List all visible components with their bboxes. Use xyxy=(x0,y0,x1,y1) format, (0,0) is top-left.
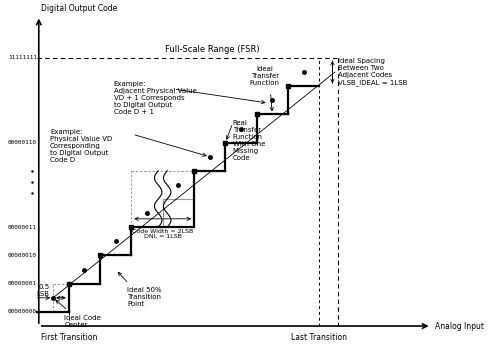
Text: 00000010: 00000010 xyxy=(8,253,37,258)
Text: Example:
Physical Value VD
Corresponding
to Digital Output
Code D: Example: Physical Value VD Corresponding… xyxy=(50,129,112,162)
Text: Ideal 50%
Transition
Point: Ideal 50% Transition Point xyxy=(127,287,162,306)
Text: Example:
Adjacent Physical Value
VD + 1 Corresponds
to Digital Output
Code D + 1: Example: Adjacent Physical Value VD + 1 … xyxy=(114,80,197,115)
Text: Code Width = 2LSB
DNL = 1LSB: Code Width = 2LSB DNL = 1LSB xyxy=(132,229,193,239)
Text: Ideal
Transfer
Function: Ideal Transfer Function xyxy=(250,66,280,86)
Text: Ideal Code
Center: Ideal Code Center xyxy=(64,315,101,328)
Text: Digital Output Code: Digital Output Code xyxy=(41,4,117,13)
Text: 00000011: 00000011 xyxy=(8,225,37,230)
Text: Analog Input: Analog Input xyxy=(435,322,484,331)
Text: Full-Scale Range (FSR): Full-Scale Range (FSR) xyxy=(165,45,260,54)
Text: 0.5
LSB: 0.5 LSB xyxy=(36,284,49,297)
Text: Real
Transfer
Function
With One
Missing
Code: Real Transfer Function With One Missing … xyxy=(233,120,265,161)
Text: Ideal Spacing
Between Two
Adjacent Codes
VLSB_IDEAL = 1LSB: Ideal Spacing Between Two Adjacent Codes… xyxy=(338,58,407,86)
Text: 00000110: 00000110 xyxy=(8,140,37,145)
Text: 00000001: 00000001 xyxy=(8,281,37,286)
Text: First Transition: First Transition xyxy=(41,333,97,342)
Text: Last Transition: Last Transition xyxy=(291,333,347,342)
Text: 00000000: 00000000 xyxy=(8,309,37,314)
Text: 11111111: 11111111 xyxy=(8,56,37,60)
